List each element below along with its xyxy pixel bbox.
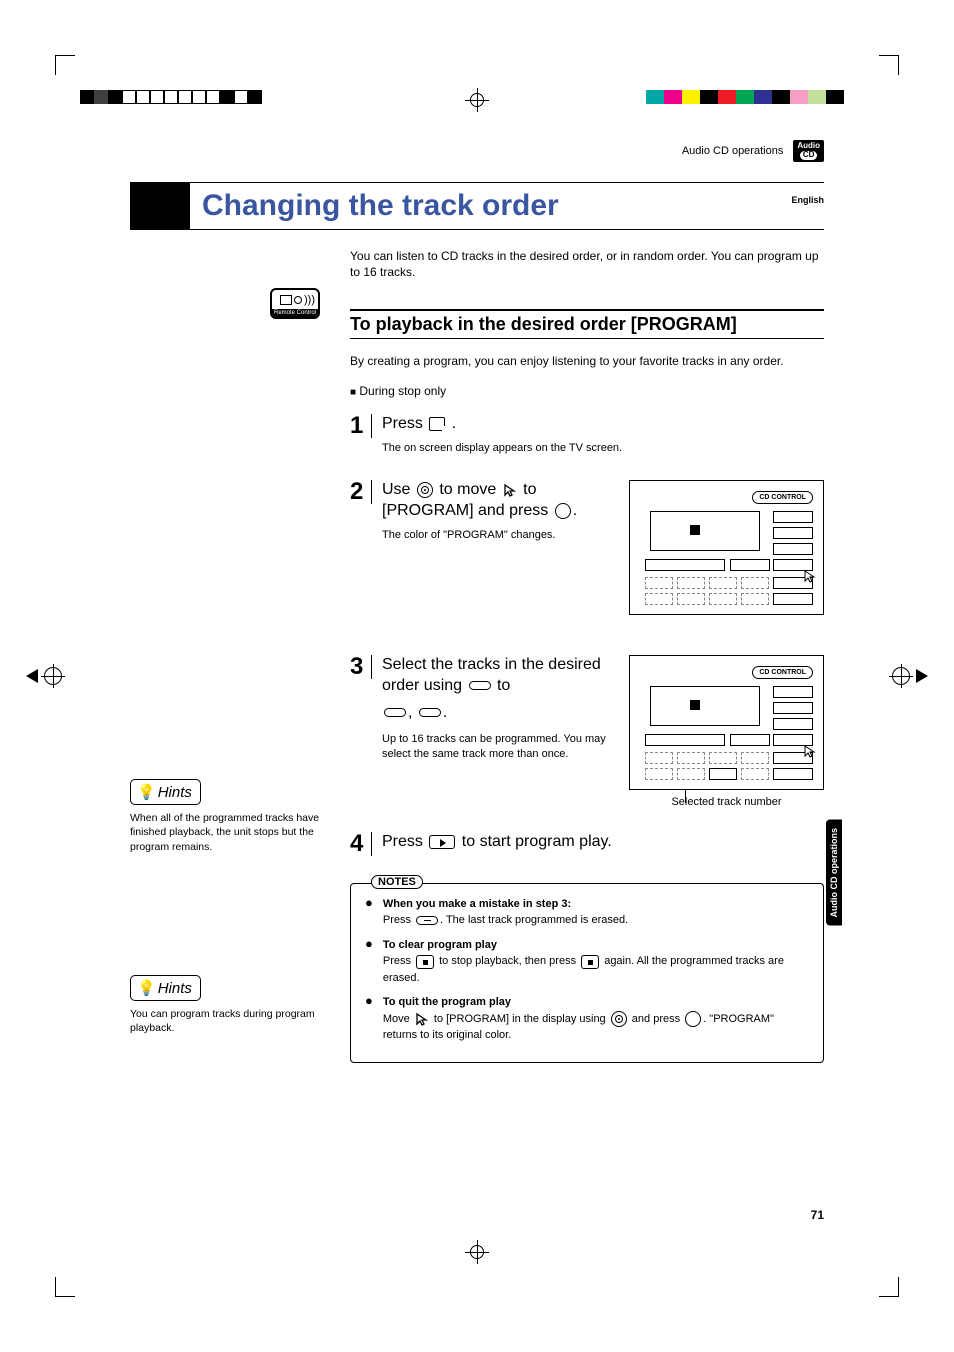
registration-mark [467, 90, 487, 110]
page-title: Changing the track order [190, 183, 724, 229]
breadcrumb: Audio CD operations [682, 145, 784, 157]
side-tab: Audio CD operations [826, 820, 842, 926]
pill-button-icon [384, 708, 406, 717]
colorbar-cmyk [646, 90, 844, 104]
hint-text: When all of the programmed tracks have f… [130, 811, 320, 855]
step-1: 1 Press . The on screen display appears … [350, 414, 824, 456]
page-number: 71 [811, 1208, 824, 1222]
intro-text: You can listen to CD tracks in the desir… [350, 248, 824, 282]
joystick-icon [417, 482, 433, 498]
play-button-icon [429, 835, 455, 849]
crop-mark [55, 1277, 75, 1297]
language-label: English [791, 195, 824, 205]
registration-arrow [42, 665, 64, 687]
condition-text: ■ During stop only [350, 384, 824, 398]
crop-mark [55, 55, 75, 75]
section-heading: To playback in the desired order [PROGRA… [350, 309, 824, 339]
minus-button-icon [416, 916, 438, 925]
registration-mark [467, 1242, 487, 1262]
step-4: 4 Press to start program play. [350, 832, 824, 859]
pill-button-icon [419, 708, 441, 717]
osd-diagram: CD CONTROL [629, 480, 824, 615]
pill-button-icon [469, 681, 491, 690]
audio-cd-badge: AudioCD [793, 140, 824, 162]
colorbar-grayscale [80, 90, 262, 104]
step-3: 3 Select the tracks in the desired order… [350, 655, 824, 808]
remote-control-icon: ))) Remote Control [270, 288, 320, 319]
hints-badge: 💡Hints [130, 779, 201, 805]
cursor-icon [415, 1012, 429, 1026]
section-subtext: By creating a program, you can enjoy lis… [350, 353, 824, 370]
diagram-caption: Selected track number [629, 796, 824, 808]
notes-box: NOTES ●When you make a mistake in step 3… [350, 883, 824, 1063]
crop-mark [879, 1277, 899, 1297]
hint-text: You can program tracks during program pl… [130, 1007, 320, 1036]
page-title-bar: Changing the track order [130, 182, 824, 230]
osd-icon [429, 417, 445, 431]
crop-mark [879, 55, 899, 75]
enter-icon [685, 1011, 701, 1027]
joystick-icon [611, 1011, 627, 1027]
registration-arrow [890, 665, 912, 687]
stop-button-icon [416, 955, 434, 969]
hints-badge: 💡Hints [130, 975, 201, 1001]
enter-icon [555, 503, 571, 519]
cursor-icon [503, 483, 517, 497]
osd-diagram: CD CONTROL [629, 655, 824, 790]
step-2: 2 Use to move to [PROGRAM] and press . T… [350, 480, 824, 615]
stop-button-icon [581, 955, 599, 969]
